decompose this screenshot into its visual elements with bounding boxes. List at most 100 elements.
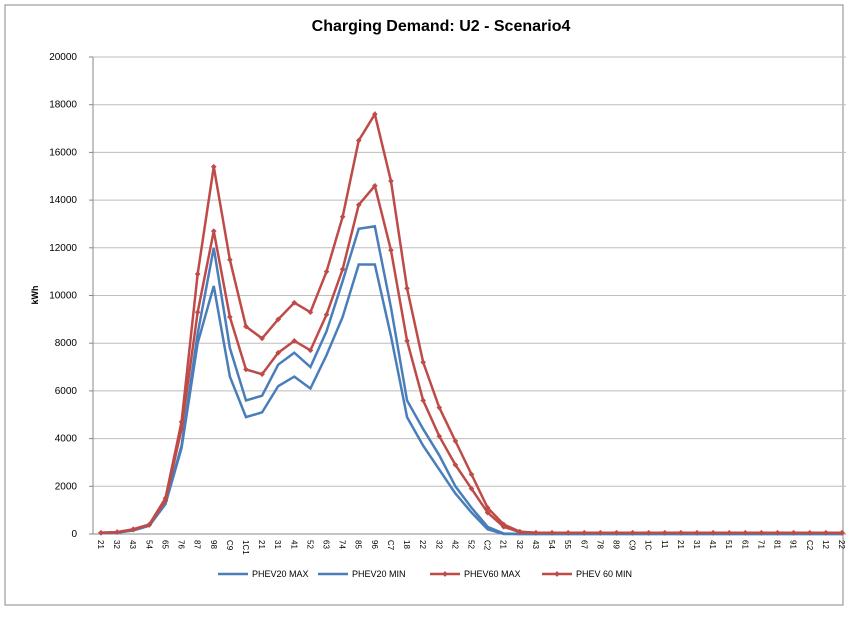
- y-tick-label: 0: [71, 529, 77, 540]
- point-marker: [629, 529, 636, 536]
- x-tick-label-group: 76: [177, 540, 186, 549]
- point-marker: [678, 529, 684, 536]
- point-marker: [516, 529, 523, 535]
- legend-marker: [554, 571, 560, 577]
- x-tick-label-group: 41: [708, 540, 717, 549]
- x-tick-label-group: 61: [740, 540, 749, 549]
- y-tick-label: 20000: [49, 52, 77, 63]
- point-marker: [790, 529, 797, 536]
- x-tick-label-group: 43: [531, 540, 540, 549]
- point-marker: [307, 309, 314, 316]
- point-marker: [339, 266, 346, 273]
- y-tick-label: 16000: [49, 147, 77, 158]
- x-tick-label: C9: [225, 540, 234, 551]
- x-tick-label: 91: [789, 540, 798, 549]
- x-tick-label-group: 32: [112, 540, 121, 549]
- x-tick-label: 78: [595, 540, 604, 549]
- point-marker: [758, 529, 765, 536]
- x-tick-label: 32: [112, 540, 121, 549]
- x-tick-label-group: 51: [724, 540, 733, 549]
- x-tick-label-group: C2: [805, 540, 814, 551]
- point-marker: [500, 524, 507, 530]
- x-tick-label: 31: [273, 540, 282, 549]
- x-tick-label: 55: [563, 540, 572, 549]
- x-tick-label: 74: [338, 540, 347, 549]
- point-marker: [243, 323, 249, 330]
- chart-frame: [4, 4, 844, 606]
- x-tick-label: 43: [531, 540, 540, 549]
- point-marker: [661, 529, 668, 536]
- point-marker: [388, 178, 394, 184]
- legend-label: PHEV 60 MIN: [576, 569, 632, 579]
- chart-title: Charging Demand: U2 - Scenario4: [312, 18, 571, 35]
- point-marker: [355, 137, 362, 144]
- point-marker: [227, 314, 233, 320]
- point-marker: [130, 526, 137, 533]
- x-tick-label: 42: [450, 540, 459, 549]
- x-tick-label-group: 91: [789, 540, 798, 549]
- x-tick-label-group: 85: [354, 540, 363, 549]
- x-tick-label: 22: [418, 540, 427, 549]
- x-tick-label-group: 87: [193, 540, 202, 549]
- x-tick-label-group: 21: [96, 540, 105, 549]
- x-tick-label-group: 31: [273, 540, 282, 549]
- x-tick-label: 54: [547, 540, 556, 549]
- point-marker: [726, 529, 733, 536]
- point-marker: [210, 163, 217, 170]
- point-marker: [275, 349, 282, 356]
- point-marker: [372, 111, 378, 118]
- point-marker: [114, 529, 120, 535]
- point-marker: [645, 529, 652, 536]
- point-marker: [355, 202, 362, 208]
- point-marker: [452, 438, 459, 444]
- point-marker: [291, 337, 298, 344]
- point-marker: [581, 529, 588, 536]
- x-tick-label-group: 31: [692, 540, 701, 549]
- point-marker: [194, 309, 201, 316]
- x-tick-label: 76: [177, 540, 186, 549]
- x-tick-label: C7: [386, 540, 395, 551]
- x-tick-label-group: C2: [483, 540, 492, 551]
- x-tick-label: 32: [434, 540, 443, 549]
- y-tick-label: 12000: [49, 243, 77, 254]
- point-marker: [227, 256, 233, 263]
- point-marker: [806, 529, 813, 536]
- point-marker: [259, 371, 265, 378]
- x-tick-label: 63: [322, 540, 331, 549]
- point-marker: [323, 268, 330, 275]
- point-marker: [178, 426, 185, 432]
- x-tick-label-group: 63: [322, 540, 331, 549]
- x-tick-label-group: 18: [402, 540, 411, 549]
- x-tick-label: 21: [96, 540, 105, 549]
- point-marker: [404, 285, 410, 292]
- x-tick-label: 41: [708, 540, 717, 549]
- x-tick-label-group: 21: [257, 540, 266, 549]
- x-tick-label-group: 32: [515, 540, 524, 549]
- point-marker: [468, 471, 475, 478]
- x-tick-label: 87: [193, 540, 202, 549]
- point-marker: [323, 311, 330, 318]
- x-tick-label: 96: [370, 540, 379, 549]
- x-tick-label: 98: [209, 540, 218, 549]
- legend-marker: [442, 571, 448, 577]
- point-marker: [404, 337, 410, 344]
- x-tick-label-group: 42: [450, 540, 459, 549]
- x-tick-label-group: 54: [144, 540, 153, 549]
- point-marker: [597, 529, 604, 536]
- x-tick-label: 21: [676, 540, 685, 549]
- x-tick-label-group: 55: [563, 540, 572, 549]
- x-tick-label: 89: [611, 540, 620, 549]
- y-tick-label: 2000: [55, 481, 78, 492]
- point-marker: [275, 316, 282, 323]
- x-tick-label-group: 52: [467, 540, 476, 549]
- point-marker: [307, 347, 314, 354]
- x-tick-label: 22: [837, 540, 846, 549]
- x-tick-label-group: 78: [595, 540, 604, 549]
- x-tick-label-group: 22: [418, 540, 427, 549]
- point-marker: [468, 485, 475, 492]
- point-marker: [484, 509, 491, 516]
- x-tick-label: 54: [144, 540, 153, 549]
- x-tick-label-group: 22: [837, 540, 846, 549]
- x-tick-label: 32: [515, 540, 524, 549]
- x-tick-label: 67: [579, 540, 588, 549]
